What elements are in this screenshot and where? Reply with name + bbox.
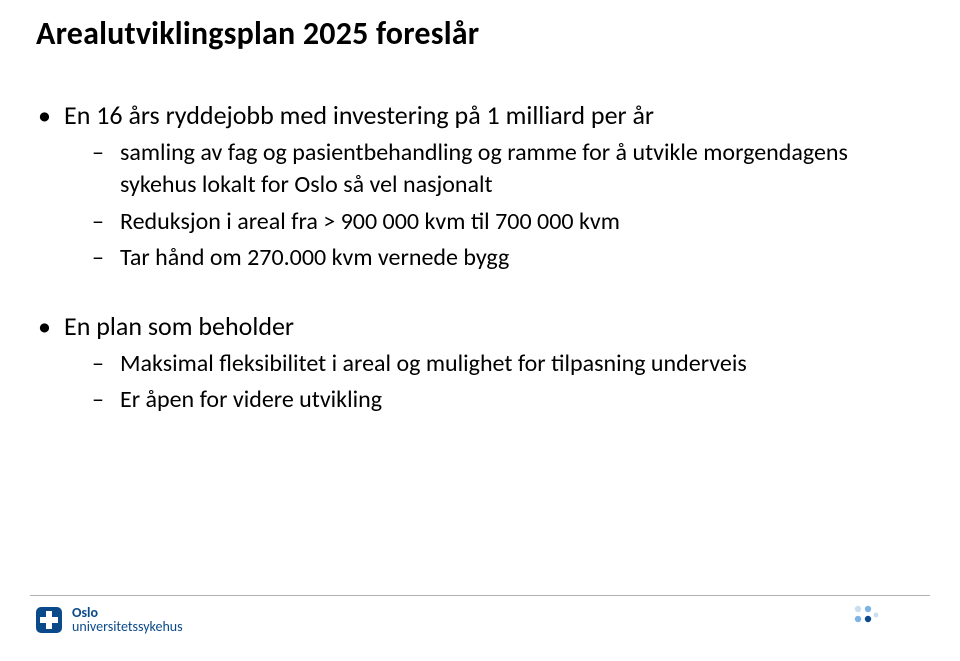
slide-title: Arealutviklingsplan 2025 foreslår: [36, 14, 479, 53]
footer-dots-icon: [850, 601, 880, 631]
sub-bullet-item: Er åpen for videre utvikling: [86, 384, 916, 416]
sub-bullet-text: Tar hånd om 270.000 kvm vernede bygg: [120, 243, 509, 272]
sub-bullet-text: Reduksjon i areal fra > 900 000 kvm til …: [120, 207, 620, 236]
sub-bullet-list: samling av fag og pasientbehandling og r…: [64, 137, 916, 275]
logo-text: Oslo universitetssykehus: [72, 606, 183, 635]
logo-line2: universitetssykehus: [72, 620, 183, 634]
sub-bullet-text: samling av fag og pasientbehandling og r…: [120, 138, 848, 199]
sub-bullet-item: Maksimal fleksibilitet i areal og muligh…: [86, 348, 916, 380]
logo: Oslo universitetssykehus: [34, 605, 183, 635]
sub-bullet-item: Tar hånd om 270.000 kvm vernede bygg: [86, 242, 916, 274]
spacer: [36, 281, 916, 309]
bullet-item: En 16 års ryddejobb med investering på 1…: [36, 98, 916, 275]
sub-bullet-list: Maksimal fleksibilitet i areal og muligh…: [64, 348, 916, 417]
bullet-list: En 16 års ryddejobb med investering på 1…: [36, 98, 916, 275]
bullet-list: En plan som beholder Maksimal fleksibili…: [36, 309, 916, 417]
bullet-text: En plan som beholder: [64, 310, 294, 342]
bullet-text: En 16 års ryddejobb med investering på 1…: [64, 99, 654, 131]
bullet-item: En plan som beholder Maksimal fleksibili…: [36, 309, 916, 417]
footer: Oslo universitetssykehus: [0, 595, 960, 643]
sub-bullet-text: Maksimal fleksibilitet i areal og muligh…: [120, 349, 747, 378]
slide-body: En 16 års ryddejobb med investering på 1…: [36, 98, 916, 423]
logo-mark-icon: [34, 605, 64, 635]
sub-bullet-text: Er åpen for videre utvikling: [120, 385, 382, 414]
sub-bullet-item: samling av fag og pasientbehandling og r…: [86, 137, 916, 202]
sub-bullet-item: Reduksjon i areal fra > 900 000 kvm til …: [86, 206, 916, 238]
footer-divider: [30, 595, 930, 596]
slide: Arealutviklingsplan 2025 foreslår En 16 …: [0, 0, 960, 661]
